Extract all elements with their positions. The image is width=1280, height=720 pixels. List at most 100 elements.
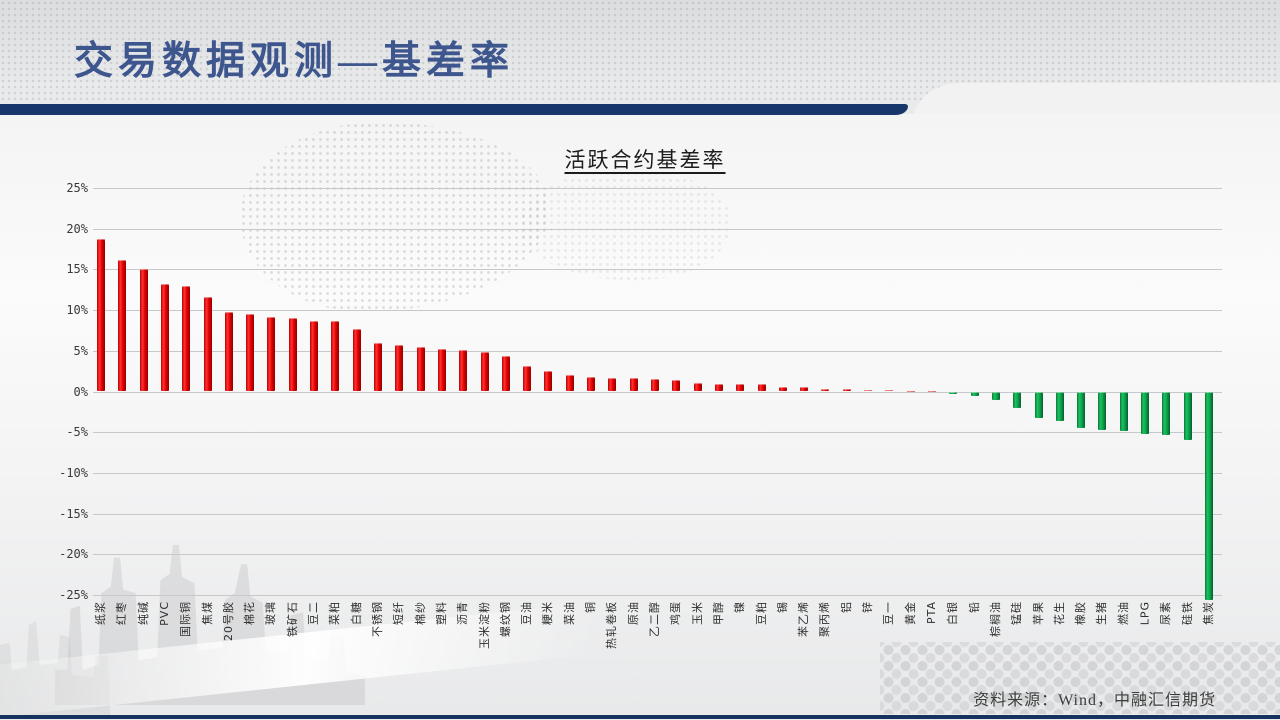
bar [118, 259, 127, 392]
x-axis-label: 短纤 [392, 601, 406, 625]
x-axis-label: 原油 [626, 601, 640, 625]
bar [246, 314, 255, 392]
bar [1141, 391, 1150, 434]
bar [991, 391, 1000, 400]
bottom-accent-line [0, 715, 1280, 719]
x-axis-label: 鸡蛋 [669, 601, 683, 625]
y-tick-label: -20% [59, 547, 88, 562]
gridline [93, 391, 1222, 393]
bar [182, 286, 191, 392]
bar [1183, 391, 1192, 441]
y-tick-label: -5% [66, 425, 88, 440]
y-tick-label: 25% [66, 181, 88, 195]
x-axis-label: 豆一 [882, 601, 896, 625]
bar [928, 390, 936, 392]
x-axis-label: 硅铁 [1180, 601, 1194, 625]
x-axis-label: 不锈钢 [371, 601, 384, 637]
gridline [93, 595, 1222, 596]
bar [139, 269, 148, 392]
bar [842, 389, 851, 392]
title-divider-bar [0, 104, 908, 115]
x-axis-label: LPG [1138, 601, 1152, 626]
x-axis-label: 玉米淀粉 [477, 601, 491, 649]
bar [949, 391, 958, 394]
x-axis-label: 橡胶 [1074, 601, 1088, 625]
x-axis-label: 塑料 [434, 601, 448, 625]
bar [203, 297, 212, 392]
x-axis-label: 黄金 [903, 601, 917, 625]
x-axis-label: 国际铜 [179, 601, 193, 637]
bar [736, 383, 745, 392]
x-axis-label: 铜 [584, 601, 598, 613]
gridline [93, 269, 1222, 271]
page-title: 交易数据观测—基差率 [74, 40, 515, 83]
x-axis-label: 红枣 [115, 601, 129, 625]
x-axis-label: 20号胶 [221, 601, 235, 641]
x-axis-label: 玻璃 [264, 601, 278, 625]
x-axis-label: 锡 [775, 601, 789, 613]
bar [587, 376, 596, 392]
bar [331, 321, 340, 392]
bar [1055, 391, 1064, 421]
y-tick-label: 20% [66, 221, 88, 236]
y-tick-label: -25% [59, 588, 88, 602]
gridline [93, 472, 1222, 474]
gridline [93, 554, 1222, 556]
x-axis-label: 菜油 [562, 601, 576, 625]
x-axis-label: 乙二醇 [648, 601, 661, 637]
bar [97, 239, 105, 392]
bar [1034, 391, 1043, 419]
bar [565, 375, 574, 392]
x-axis-label: 沥青 [456, 601, 470, 625]
bar [693, 383, 702, 392]
y-tick-label: 0% [73, 384, 88, 399]
bar [1205, 391, 1213, 600]
x-axis-label: 菜粕 [328, 601, 342, 625]
gridline [93, 432, 1222, 434]
y-tick-label: -10% [59, 465, 88, 480]
x-axis-label: 豆油 [520, 601, 534, 625]
bar [437, 349, 446, 392]
y-tick-label: 15% [66, 262, 88, 277]
bar [1098, 391, 1107, 430]
x-axis-label: 甲醇 [711, 601, 725, 625]
bar [864, 389, 873, 392]
bar [757, 384, 766, 392]
x-axis-label: 锰硅 [1010, 601, 1024, 625]
bar [523, 366, 532, 392]
bar [672, 379, 681, 392]
x-axis-label: 焦煤 [200, 601, 214, 625]
bar [544, 371, 553, 392]
bar [629, 378, 638, 392]
x-axis-label: 聚丙烯 [818, 601, 832, 637]
bar [1119, 391, 1128, 431]
x-axis-label: 粳米 [541, 601, 555, 625]
source-note: 资料来源：Wind，中融汇信期货 [973, 692, 1216, 709]
x-axis-label: 棉花 [243, 601, 257, 625]
x-axis-label: 豆粕 [754, 601, 768, 625]
x-axis-label: 苯乙烯 [797, 601, 811, 637]
gridline [93, 350, 1222, 352]
x-axis-label: 锌 [861, 601, 875, 613]
bar [800, 387, 809, 392]
bar [416, 346, 425, 392]
bar [288, 318, 297, 392]
bar [885, 390, 894, 392]
bar [1077, 391, 1086, 429]
bar [651, 378, 659, 392]
bar [224, 311, 233, 392]
x-axis-label: 花生 [1052, 601, 1066, 625]
bar [352, 328, 361, 392]
gridline [93, 228, 1222, 230]
x-axis-label: 尿素 [1159, 601, 1173, 625]
x-axis-label: 热轧卷板 [605, 601, 619, 649]
x-axis-label: 铁矿石 [285, 601, 299, 637]
x-axis-label: 铅 [967, 601, 981, 613]
x-axis-label: PTA [925, 601, 938, 625]
hexagon-pattern [880, 642, 1280, 714]
bar [906, 390, 915, 392]
x-axis-label: 纯碱 [136, 601, 150, 625]
x-axis-label: 苹果 [1031, 601, 1045, 625]
